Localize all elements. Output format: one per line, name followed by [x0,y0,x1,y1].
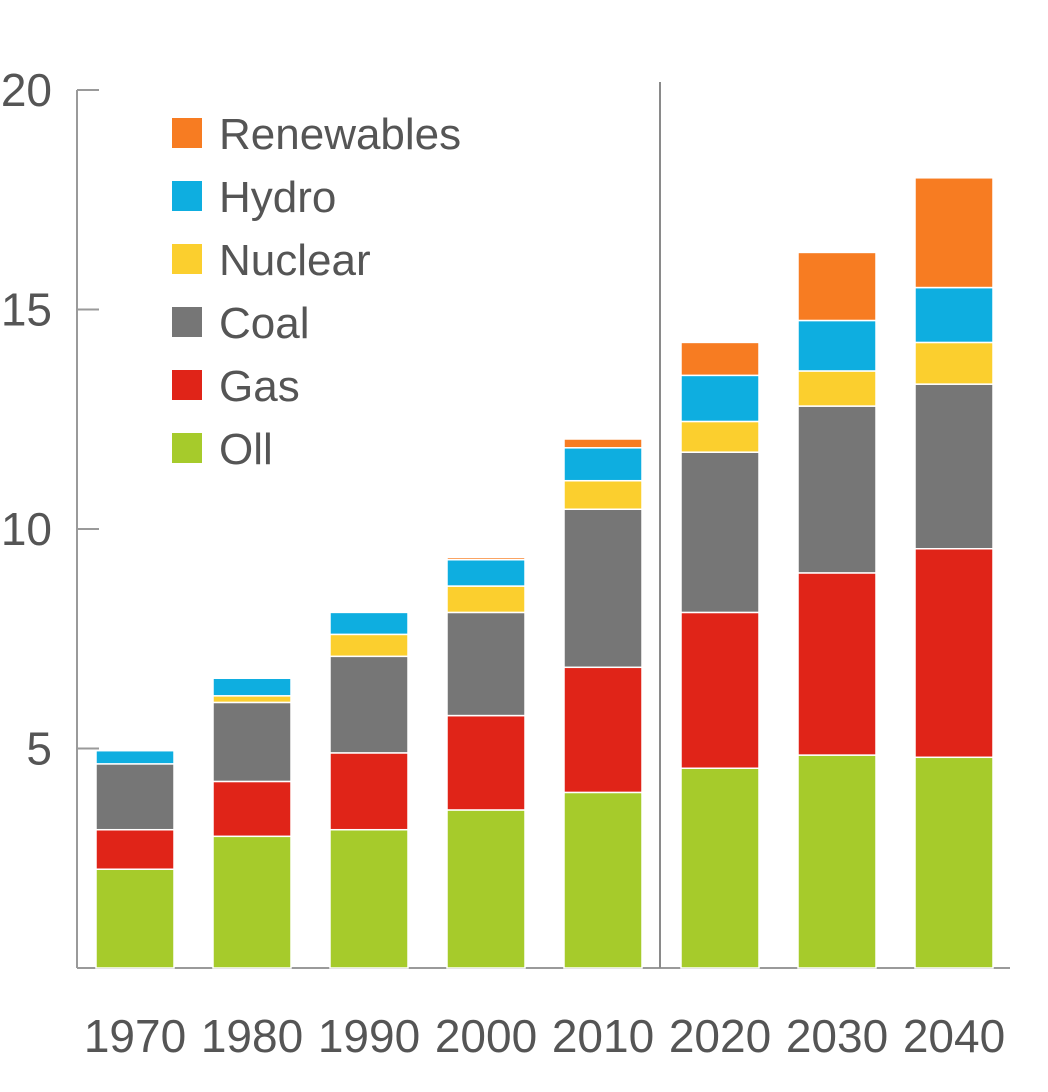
legend-label-gas: Gas [219,362,300,411]
bar-segment-gas-1980 [212,780,292,838]
bar-segment-nuclear-2000 [446,585,526,614]
bar-segment-oil-1970 [95,868,175,969]
bar-segment-renewables-2030 [797,251,877,322]
x-tick-label: 1990 [318,1010,420,1062]
x-tick-label: 2010 [552,1010,654,1062]
bar-segment-nuclear-1990 [329,633,409,658]
bar-segment-coal-2020 [680,451,760,614]
legend: Renewables Hydro Nuclear Coal Gas Oll [172,110,461,474]
x-tick-label: 2030 [786,1010,888,1062]
legend-swatch-renewables [172,118,202,148]
bar-segment-coal-2040 [914,383,994,550]
y-tick-label: 20 [1,64,52,116]
bar-segment-renewables-2010 [563,438,643,449]
bar-segment-gas-1990 [329,752,409,831]
legend-swatch-coal [172,307,202,337]
x-tick-label: 2020 [669,1010,771,1062]
bar-segment-coal-1970 [95,763,175,831]
bar-segment-hydro-2000 [446,558,526,587]
bar-segment-oil-2030 [797,754,877,969]
bar-segment-hydro-2030 [797,319,877,372]
legend-label-oil: Oll [219,425,273,474]
bar-segment-gas-1970 [95,828,175,870]
legend-label-hydro: Hydro [219,173,336,222]
bar-segment-gas-2000 [446,714,526,811]
bar-segment-coal-2010 [563,508,643,669]
bar-segment-gas-2040 [914,548,994,759]
x-tick-label: 1980 [201,1010,303,1062]
legend-swatch-gas [172,370,202,400]
x-tick-label: 2000 [435,1010,537,1062]
bar-segment-renewables-2040 [914,177,994,289]
bar-segment-hydro-1970 [95,749,175,765]
bar-segment-hydro-2010 [563,447,643,482]
legend-swatch-hydro [172,181,202,211]
bar-segment-gas-2020 [680,611,760,770]
bar-segment-hydro-1980 [212,677,292,697]
legend-swatch-nuclear [172,244,202,274]
bar-segment-coal-2000 [446,611,526,717]
bar-segment-nuclear-2030 [797,370,877,407]
bar-segment-oil-1980 [212,835,292,969]
bars-layer [95,177,994,969]
bar-segment-hydro-2020 [680,374,760,423]
bar-segment-oil-1990 [329,828,409,969]
bar-segment-coal-1980 [212,701,292,783]
legend-label-renewables: Renewables [219,110,461,159]
bar-segment-gas-2030 [797,572,877,756]
bar-segment-renewables-2020 [680,341,760,377]
y-tick-label: 10 [1,503,52,555]
bar-segment-hydro-2040 [914,286,994,344]
bar-segment-oil-2040 [914,756,994,969]
bar-segment-nuclear-2020 [680,420,760,453]
bar-segment-gas-2010 [563,666,643,794]
bar-segment-oil-2020 [680,767,760,969]
legend-label-coal: Coal [219,299,310,348]
x-tick-label: 1970 [84,1010,186,1062]
y-tick-label: 15 [1,284,52,336]
x-tick-label: 2040 [903,1010,1005,1062]
bar-segment-oil-2010 [563,791,643,969]
bar-segment-nuclear-1980 [212,695,292,704]
legend-label-nuclear: Nuclear [219,236,371,285]
bar-segment-hydro-1990 [329,611,409,636]
bar-segment-oil-2000 [446,809,526,969]
bar-segment-coal-1990 [329,655,409,754]
bar-segment-coal-2030 [797,405,877,574]
labels-layer: 5 10 15 20 1970 1980 1990 2000 2010 2020 2030 2040 [1,64,1005,1062]
bar-segment-nuclear-2010 [563,479,643,510]
y-tick-label: 5 [26,723,52,775]
legend-swatch-oil [172,433,202,463]
bar-segment-renewables-2000 [446,556,526,561]
bar-segment-nuclear-2040 [914,341,994,385]
